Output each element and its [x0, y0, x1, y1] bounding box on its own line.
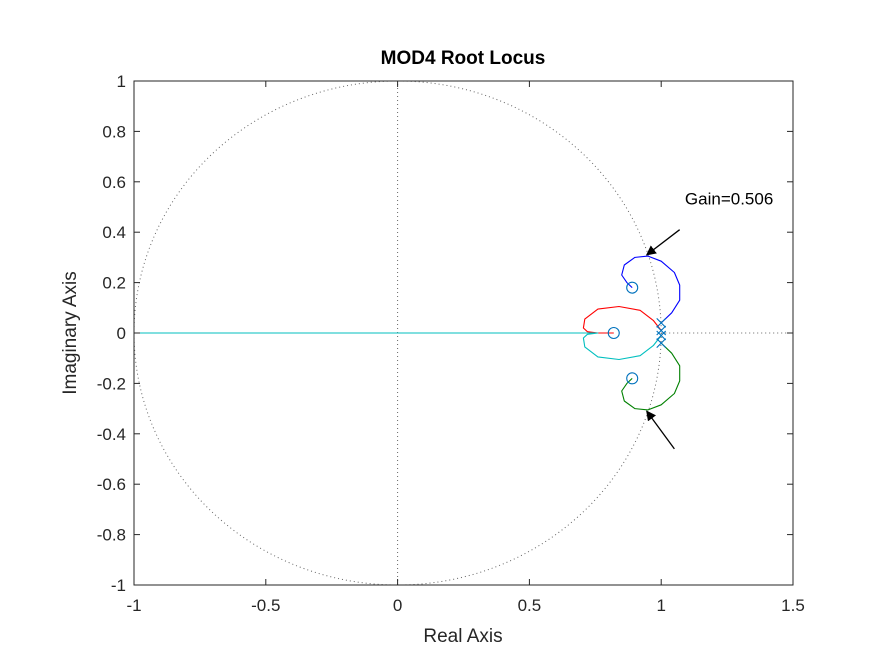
y-tick-label: -0.6	[97, 475, 126, 494]
gain-annotation: Gain=0.506	[685, 189, 773, 208]
locus-branch-2	[621, 342, 681, 411]
y-tick-label: 0.4	[102, 223, 126, 242]
pole-marker	[656, 318, 667, 328]
y-tick-label: 0.6	[102, 173, 126, 192]
pole-marker	[656, 325, 667, 336]
x-tick-label: -0.5	[251, 596, 280, 615]
zero-marker	[607, 326, 620, 340]
y-tick-label: -1	[111, 576, 126, 595]
y-tick-label: 0	[117, 324, 126, 343]
zero-marker	[626, 281, 639, 294]
x-tick-label: 0	[393, 596, 402, 615]
chart-title: MOD4 Root Locus	[381, 48, 546, 69]
y-tick-label: -0.2	[97, 374, 126, 393]
y-axis-label: Imaginary Axis	[60, 271, 81, 395]
y-tick-label: -0.8	[97, 526, 126, 545]
annotation-arrow	[645, 229, 681, 256]
y-tick-label: 0.8	[102, 122, 126, 141]
x-tick-label: 0.5	[518, 596, 542, 615]
pole-marker	[656, 338, 667, 348]
locus-branch-3	[582, 305, 662, 334]
locus-branch-1	[621, 255, 681, 324]
zero-marker	[626, 372, 639, 385]
x-axis-label: Real Axis	[423, 626, 502, 647]
locus-branch-4	[134, 332, 662, 361]
y-tick-label: -0.4	[97, 425, 126, 444]
y-tick-label: 0.2	[102, 274, 126, 293]
x-tick-label: 1.5	[781, 596, 805, 615]
y-tick-label: 1	[117, 72, 126, 91]
x-tick-label: -1	[126, 596, 141, 615]
pole-marker	[656, 330, 667, 341]
x-tick-label: 1	[656, 596, 665, 615]
annotation-arrow	[646, 410, 675, 450]
